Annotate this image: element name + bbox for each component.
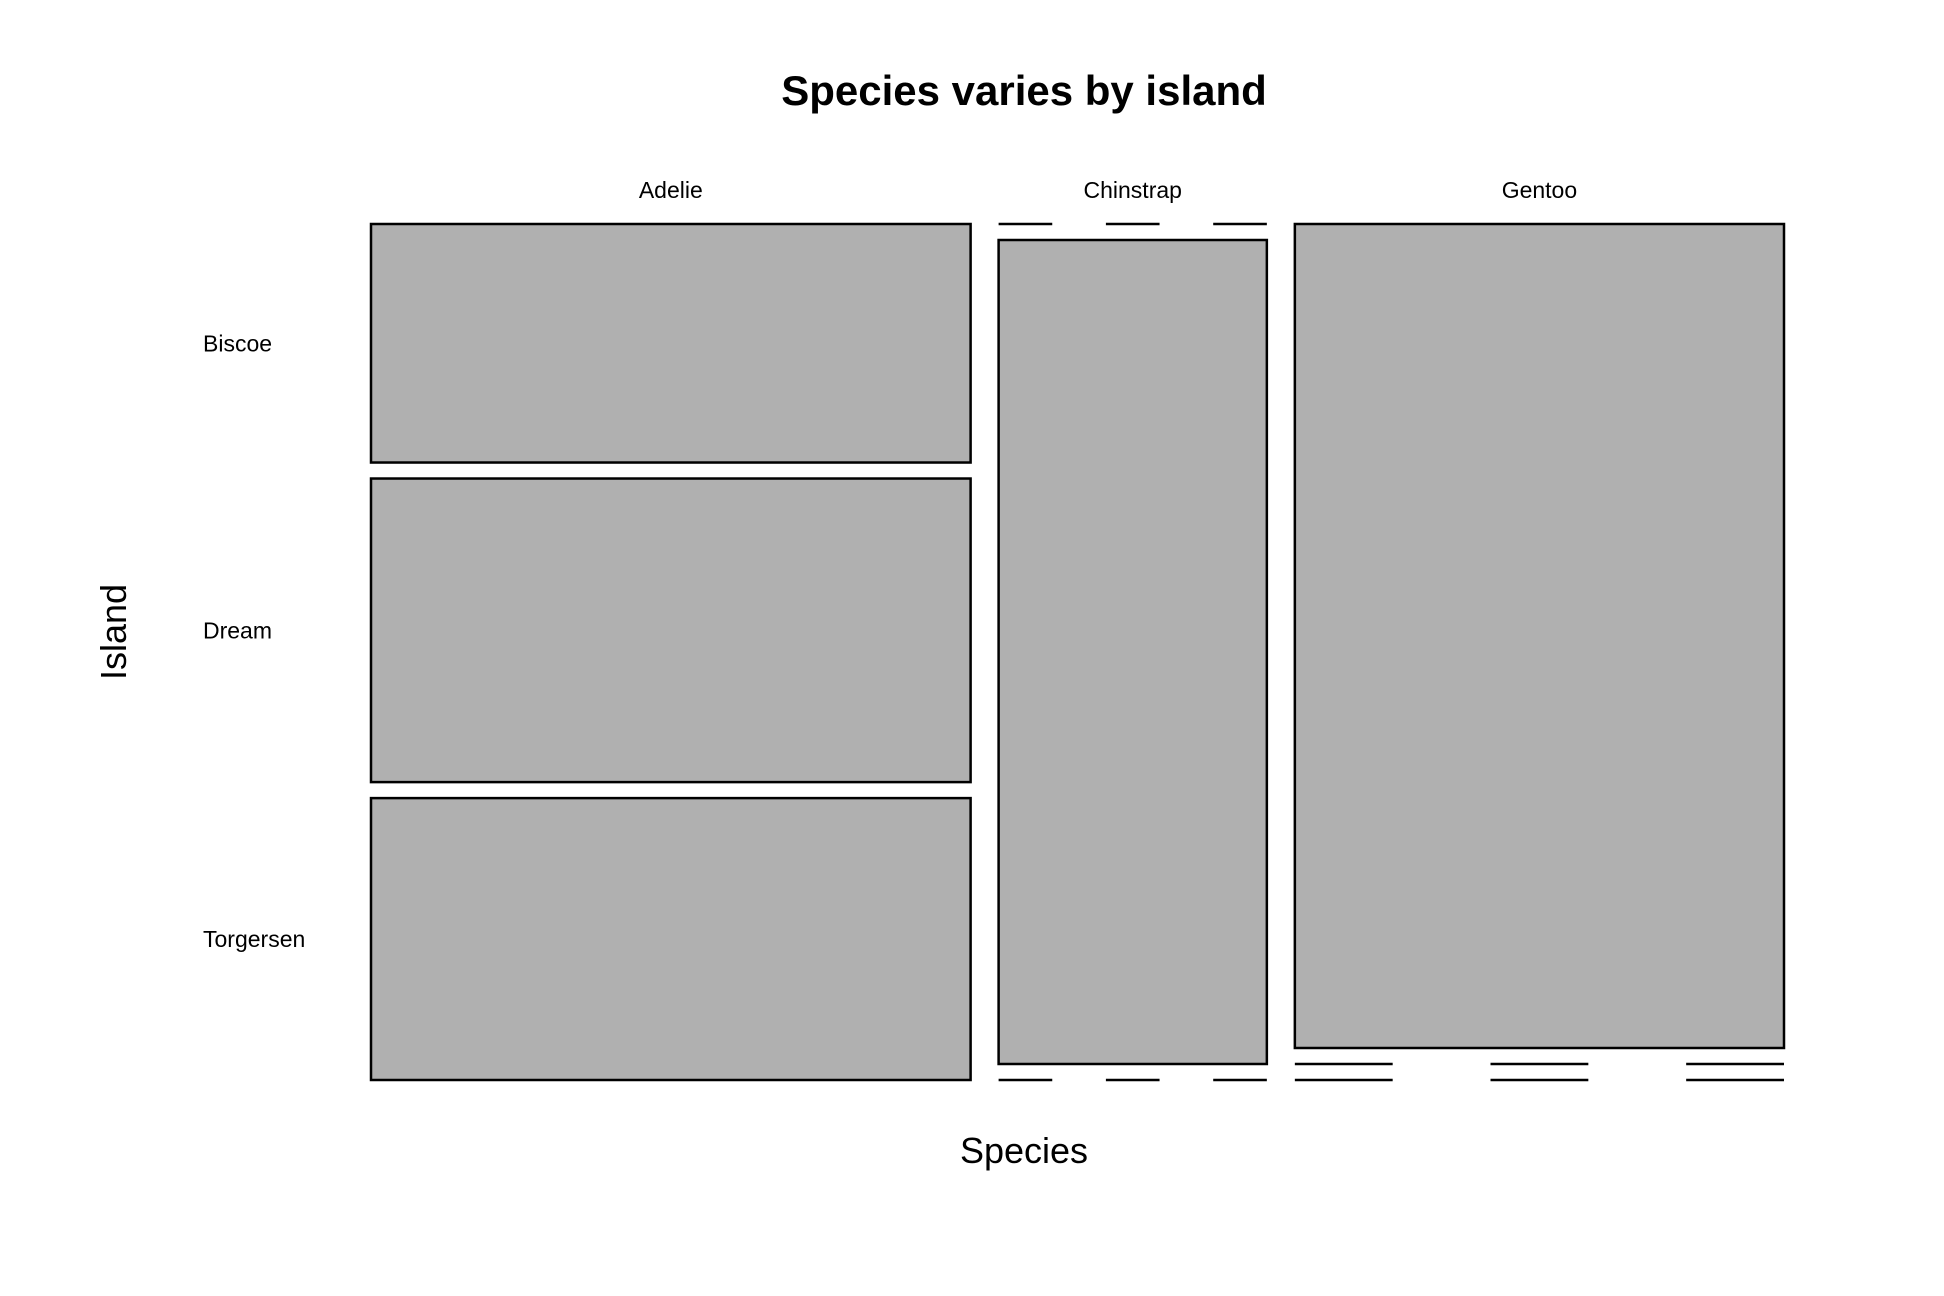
mosaic-tiles	[369, 222, 1786, 1082]
species-labels: Adelie Chinstrap Gentoo	[639, 177, 1577, 203]
island-label-biscoe: Biscoe	[203, 330, 272, 356]
island-label-torgersen: Torgersen	[203, 926, 305, 952]
tile-adelie-torgersen	[369, 796, 972, 1082]
tile-gentoo-biscoe	[1293, 222, 1786, 1050]
tile-adelie-dream	[369, 477, 972, 784]
species-label-chinstrap: Chinstrap	[1084, 177, 1182, 203]
chart-title: Species varies by island	[781, 67, 1267, 114]
species-label-adelie: Adelie	[639, 177, 703, 203]
tile-adelie-biscoe	[369, 222, 972, 464]
x-axis-label: Species	[960, 1130, 1088, 1171]
island-labels: Biscoe Dream Torgersen	[203, 330, 305, 952]
species-label-gentoo: Gentoo	[1502, 177, 1577, 203]
tile-chinstrap-dream	[997, 238, 1269, 1066]
y-axis-label: Island	[93, 584, 134, 680]
island-label-dream: Dream	[203, 617, 272, 643]
